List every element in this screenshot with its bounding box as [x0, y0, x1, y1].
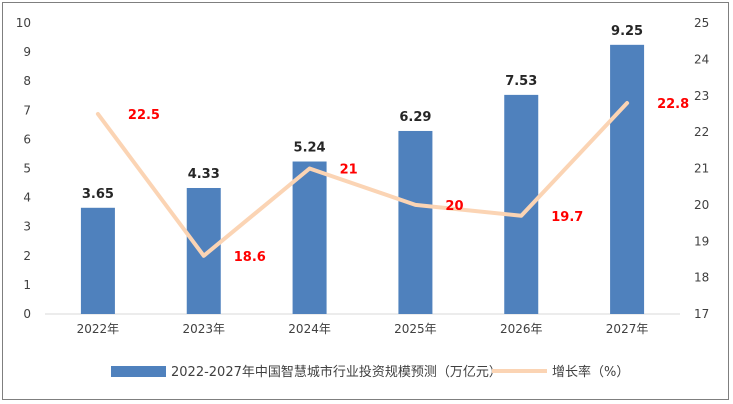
legend-swatch-bar [111, 366, 166, 377]
right-tick-label: 24 [694, 52, 709, 66]
right-tick-label: 19 [694, 234, 709, 248]
left-tick-label: 3 [23, 220, 31, 234]
left-tick-label: 10 [16, 16, 31, 30]
bar [398, 130, 433, 314]
x-category-label: 2026年 [500, 322, 543, 336]
bar [292, 161, 327, 314]
right-tick-label: 25 [694, 16, 709, 30]
left-tick-label: 6 [23, 132, 31, 146]
right-tick-label: 17 [694, 307, 709, 321]
x-category-label: 2022年 [77, 322, 120, 336]
bar-series [80, 44, 645, 314]
growth-rate-line [95, 101, 630, 258]
bar-value-label: 5.24 [294, 141, 326, 156]
bar-data-labels: 3.65 4.33 5.24 6.29 7.53 9.25 [82, 24, 643, 202]
legend: 2022-2027年中国智慧城市行业投资规模预测（万亿元） 增长率（%） [111, 364, 629, 380]
x-axis-categories: 2022年 2023年 2024年 2025年 2026年 2027年 [77, 322, 649, 336]
bar [80, 207, 115, 314]
line-value-label: 19.7 [551, 210, 583, 225]
bar-value-label: 4.33 [188, 167, 220, 182]
right-axis-ticks: 17 18 19 20 21 22 23 24 25 [694, 16, 709, 321]
x-category-label: 2023年 [182, 322, 225, 336]
left-axis-ticks: 0 1 2 3 4 5 6 7 8 9 10 [16, 16, 31, 321]
legend-label-bar: 2022-2027年中国智慧城市行业投资规模预测（万亿元） [171, 364, 502, 380]
bar [610, 44, 645, 314]
right-tick-label: 22 [694, 125, 709, 139]
line-value-label: 22.8 [657, 97, 689, 112]
left-tick-label: 5 [23, 162, 31, 176]
line-value-label: 20 [445, 199, 463, 214]
line-series [95, 101, 630, 258]
bar-value-label: 3.65 [82, 187, 114, 202]
line-value-label: 18.6 [234, 250, 266, 265]
chart-frame [2, 2, 729, 400]
bar-value-label: 7.53 [505, 74, 537, 89]
x-category-label: 2024年 [288, 322, 331, 336]
bar-value-label: 6.29 [399, 110, 431, 125]
line-value-label: 22.5 [128, 108, 160, 123]
right-tick-label: 23 [694, 89, 709, 103]
x-category-label: 2027年 [606, 322, 649, 336]
left-tick-label: 8 [23, 74, 31, 88]
left-tick-label: 2 [23, 249, 31, 263]
bar-value-label: 9.25 [611, 24, 643, 39]
left-tick-label: 7 [23, 103, 31, 117]
left-tick-label: 4 [23, 191, 31, 205]
left-tick-label: 9 [23, 45, 31, 59]
right-tick-label: 21 [694, 162, 709, 176]
left-tick-label: 1 [23, 278, 31, 292]
line-data-labels: 22.5 18.6 21 20 19.7 22.8 [128, 97, 689, 265]
right-tick-label: 18 [694, 271, 709, 285]
x-category-label: 2025年 [394, 322, 437, 336]
right-tick-label: 20 [694, 198, 709, 212]
left-tick-label: 0 [23, 307, 31, 321]
legend-label-line: 增长率（%） [552, 364, 629, 380]
line-value-label: 21 [340, 163, 358, 178]
bar [186, 187, 221, 314]
